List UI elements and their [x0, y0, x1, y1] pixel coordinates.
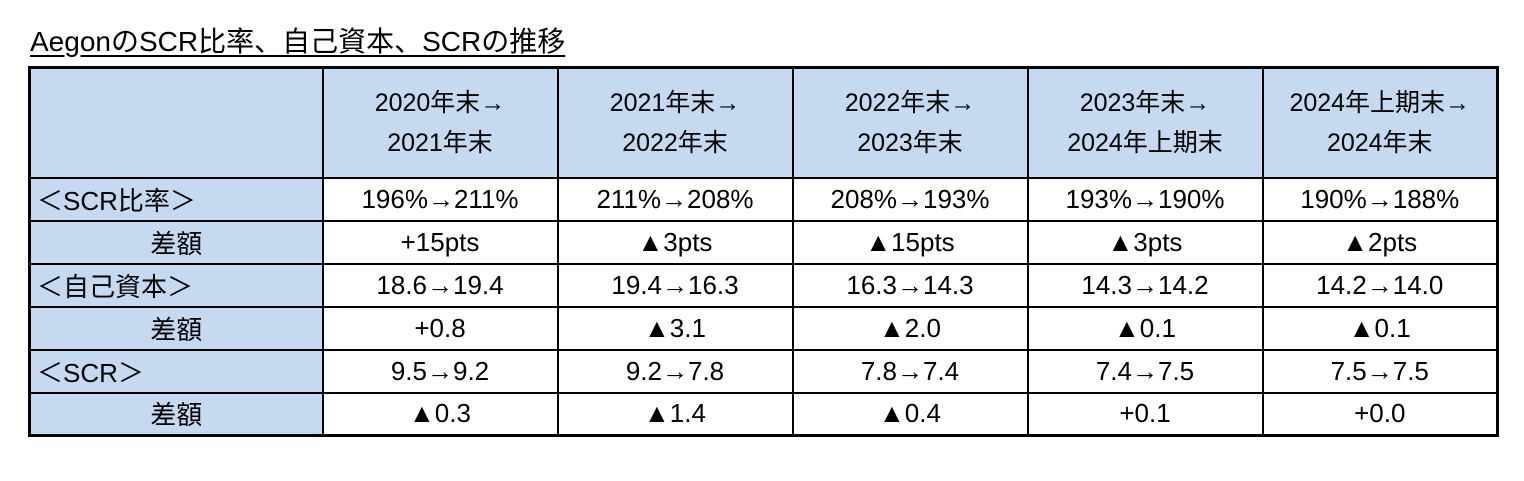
- col-header-2020-2021: 2020年末→ 2021年末: [321, 66, 559, 179]
- scr-transition-table: 2020年末→ 2021年末 2021年末→ 2022年末 2022年末→ 2023年…: [28, 66, 1499, 437]
- page-title: AegonのSCR比率、自己資本、SCRの推移: [30, 26, 566, 57]
- row-label-scr-ratio: ＜SCR比率＞: [28, 176, 324, 222]
- col-header-line2: 2024年末: [1326, 128, 1433, 157]
- table-cell: 16.3→14.3: [791, 262, 1029, 308]
- table-header-row: 2020年末→ 2021年末 2021年末→ 2022年末 2022年末→ 2023年…: [28, 66, 1499, 179]
- col-header-line2: 2024年上期末: [1067, 128, 1223, 157]
- table-cell: 208%→193%: [791, 176, 1029, 222]
- table-cell: ▲3.1: [556, 305, 794, 351]
- table-cell: +0.0: [1261, 391, 1499, 437]
- table-cell: 9.5→9.2: [321, 348, 559, 394]
- col-header-line1: 2023年末→: [1079, 88, 1211, 117]
- table-cell: 211%→208%: [556, 176, 794, 222]
- row-label-scr: ＜SCR＞: [28, 348, 324, 394]
- col-header-line2: 2022年末: [622, 128, 728, 157]
- table-cell: ▲3pts: [1026, 219, 1264, 265]
- col-header-2023-2024h1: 2023年末→ 2024年上期末: [1026, 66, 1264, 179]
- table-row-scr: ＜SCR＞ 9.5→9.2 9.2→7.8 7.8→7.4 7.4→7.5 7.…: [28, 348, 1499, 394]
- table-cell: 7.5→7.5: [1261, 348, 1499, 394]
- table-cell: ▲2pts: [1261, 219, 1499, 265]
- table-row-scr-ratio: ＜SCR比率＞ 196%→211% 211%→208% 208%→193% 19…: [28, 176, 1499, 222]
- table-cell: 18.6→19.4: [321, 262, 559, 308]
- col-header-2024h1-2024: 2024年上期末→ 2024年末: [1261, 66, 1499, 179]
- table-cell: ▲3pts: [556, 219, 794, 265]
- table-cell: ▲0.4: [791, 391, 1029, 437]
- table-cell: 193%→190%: [1026, 176, 1264, 222]
- table-row-own-funds-diff: 差額 +0.8 ▲3.1 ▲2.0 ▲0.1 ▲0.1: [28, 305, 1499, 351]
- col-header-line1: 2021年末→: [609, 88, 741, 117]
- table-cell: 14.3→14.2: [1026, 262, 1264, 308]
- table-cell: ▲0.3: [321, 391, 559, 437]
- table-cell: 19.4→16.3: [556, 262, 794, 308]
- table-cell: +0.1: [1026, 391, 1264, 437]
- table-cell: ▲0.1: [1261, 305, 1499, 351]
- table-cell: +15pts: [321, 219, 559, 265]
- table-cell: 190%→188%: [1261, 176, 1499, 222]
- row-label-diff: 差額: [28, 391, 324, 437]
- table-cell: ▲1.4: [556, 391, 794, 437]
- corner-cell: [28, 66, 324, 179]
- table-cell: 7.8→7.4: [791, 348, 1029, 394]
- col-header-line2: 2023年末: [857, 128, 963, 157]
- row-label-diff: 差額: [28, 219, 324, 265]
- col-header-2021-2022: 2021年末→ 2022年末: [556, 66, 794, 179]
- table-cell: 14.2→14.0: [1261, 262, 1499, 308]
- table-cell: 7.4→7.5: [1026, 348, 1264, 394]
- table-row-own-funds: ＜自己資本＞ 18.6→19.4 19.4→16.3 16.3→14.3 14.…: [28, 262, 1499, 308]
- col-header-line1: 2020年末→: [374, 88, 506, 117]
- col-header-line2: 2021年末: [387, 128, 493, 157]
- table-cell: 196%→211%: [321, 176, 559, 222]
- table-cell: 9.2→7.8: [556, 348, 794, 394]
- row-label-diff: 差額: [28, 305, 324, 351]
- table-cell: ▲0.1: [1026, 305, 1264, 351]
- table-row-scr-ratio-diff: 差額 +15pts ▲3pts ▲15pts ▲3pts ▲2pts: [28, 219, 1499, 265]
- table-cell: ▲15pts: [791, 219, 1029, 265]
- col-header-line1: 2022年末→: [844, 88, 976, 117]
- col-header-2022-2023: 2022年末→ 2023年末: [791, 66, 1029, 179]
- row-label-own-funds: ＜自己資本＞: [28, 262, 324, 308]
- table-row-scr-diff: 差額 ▲0.3 ▲1.4 ▲0.4 +0.1 +0.0: [28, 391, 1499, 437]
- table-cell: +0.8: [321, 305, 559, 351]
- table-cell: ▲2.0: [791, 305, 1029, 351]
- col-header-line1: 2024年上期末→: [1289, 88, 1471, 117]
